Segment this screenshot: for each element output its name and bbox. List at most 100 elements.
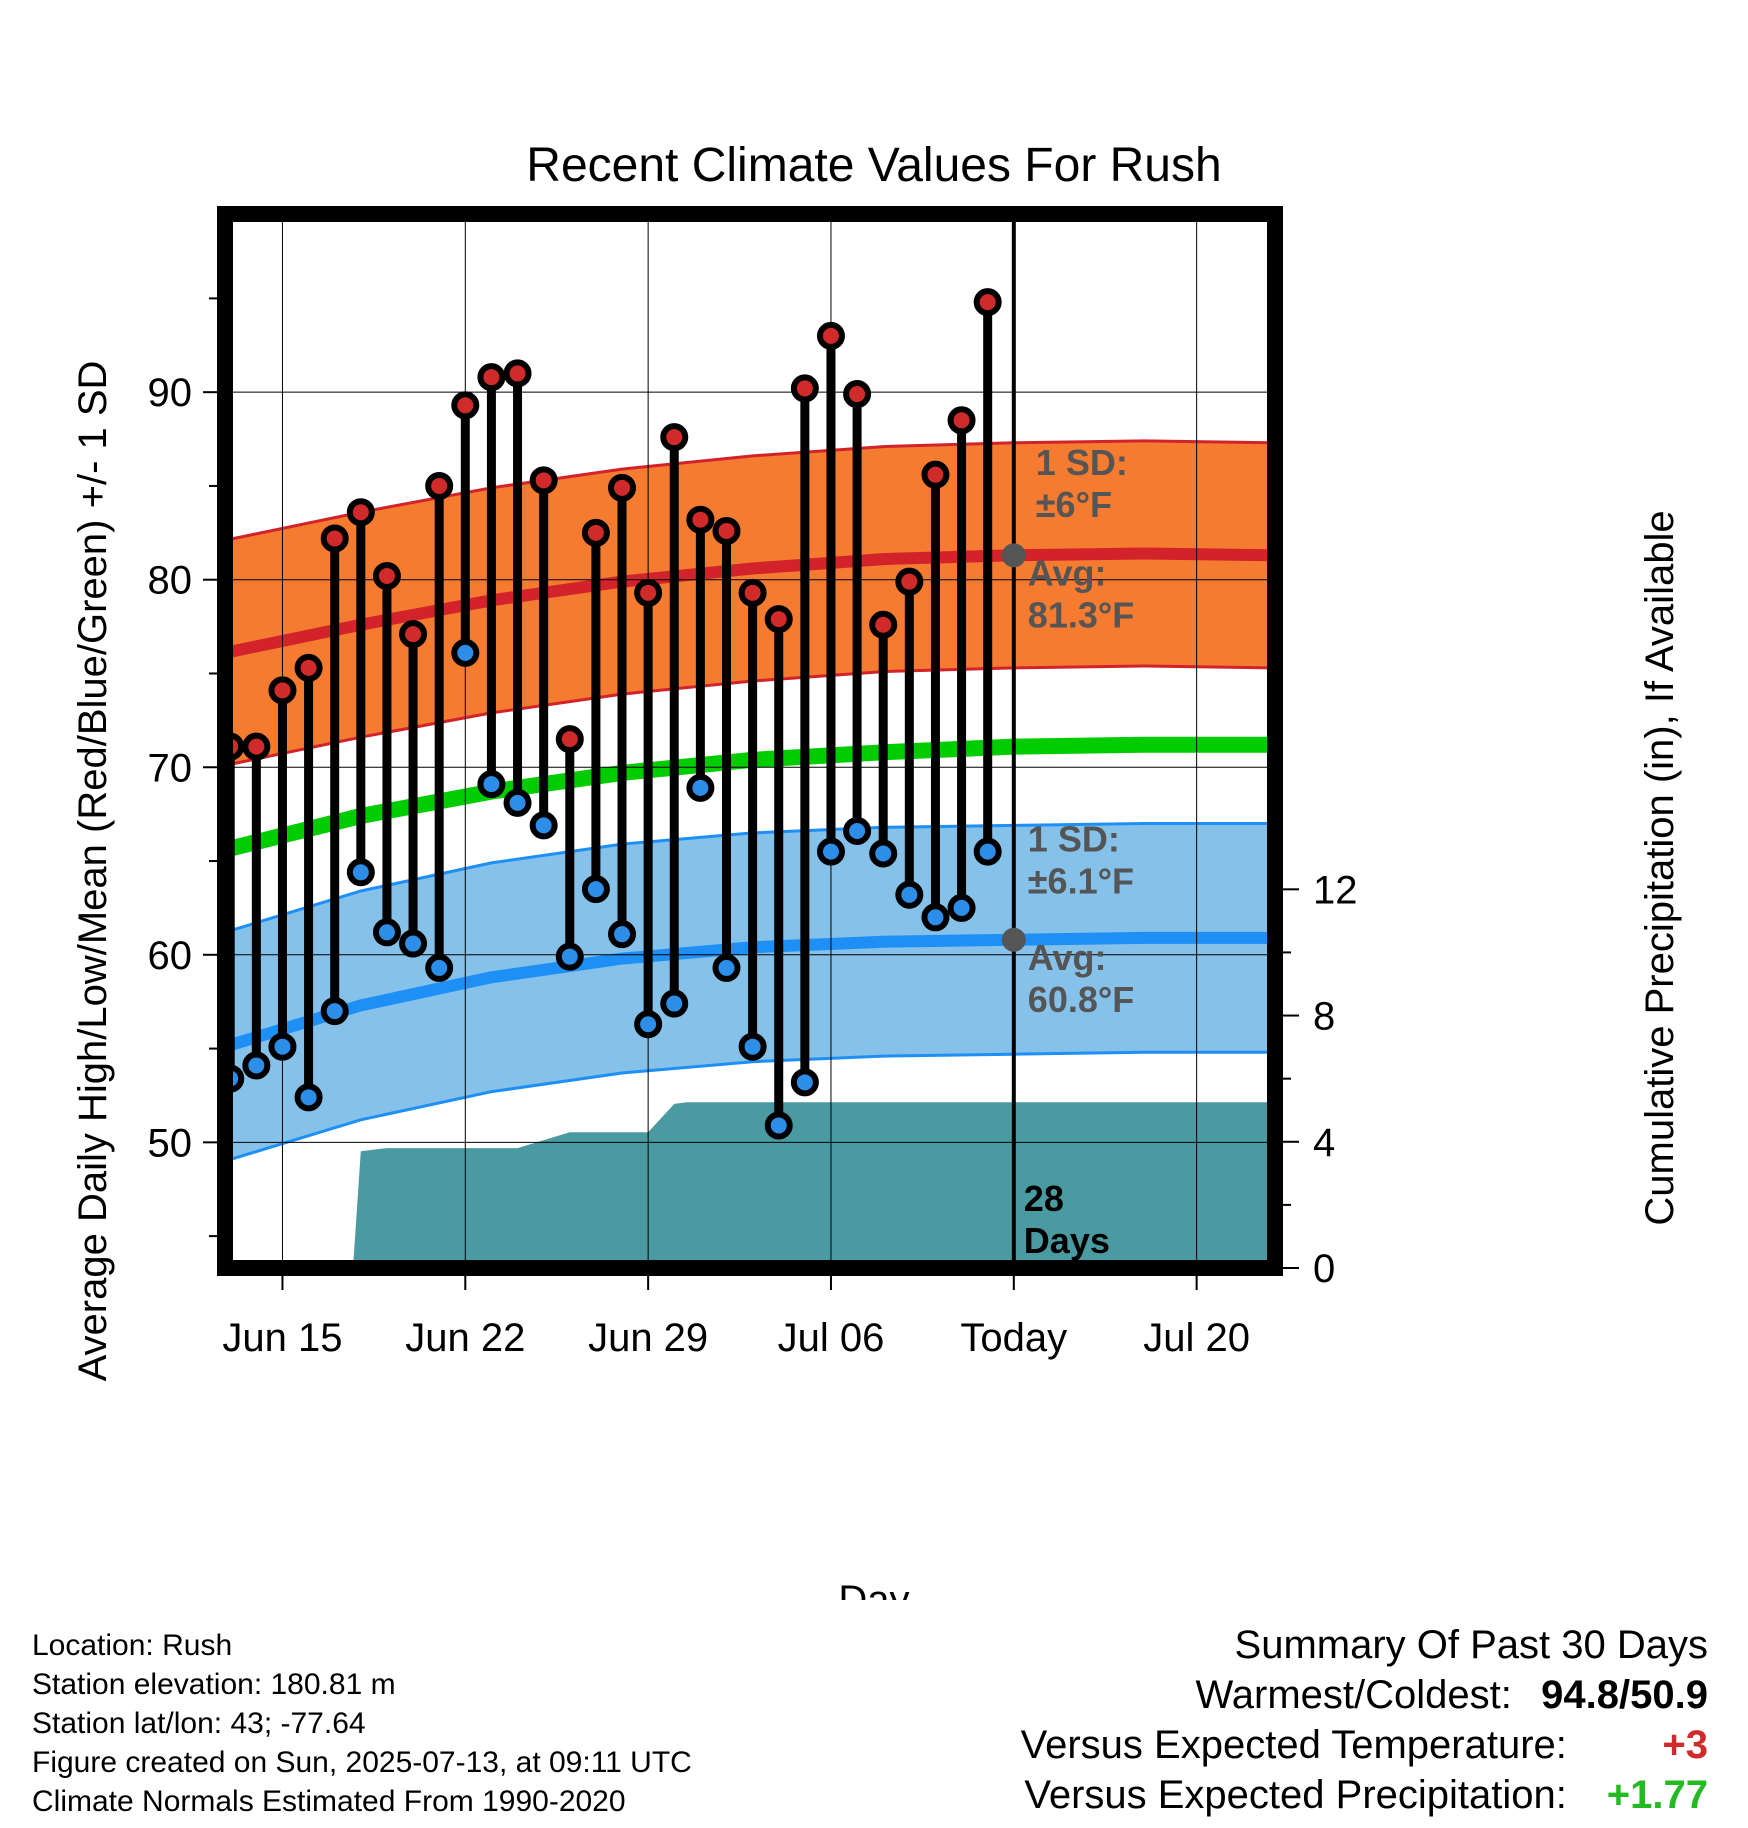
daily-low-point bbox=[346, 858, 375, 887]
daily-low-point bbox=[451, 638, 480, 667]
precip-value: +1.77 bbox=[1606, 1773, 1708, 1817]
y-tick-label-right: 12 bbox=[1313, 868, 1358, 912]
x-tick-label: Jun 22 bbox=[405, 1316, 525, 1360]
daily-high-point bbox=[947, 406, 976, 435]
daily-low-point bbox=[895, 880, 924, 909]
summary-panel: Summary Of Past 30 Days Warmest/Coldest:… bbox=[1021, 1620, 1708, 1820]
daily-high-point bbox=[425, 471, 454, 500]
y-tick-label-right: 0 bbox=[1313, 1247, 1335, 1291]
x-tick-label: Jul 20 bbox=[1143, 1316, 1250, 1360]
precip-label: Versus Expected Precipitation: bbox=[1024, 1773, 1567, 1817]
daily-high-point bbox=[895, 567, 924, 596]
location-text: Location: Rush bbox=[32, 1629, 233, 1662]
high-sd-annotation-line: ±6°F bbox=[1036, 484, 1112, 525]
daily-low-point bbox=[869, 839, 898, 868]
high-band-upper-edge bbox=[225, 439, 1275, 542]
daily-low-point bbox=[660, 989, 689, 1018]
low-avg-annotation: Avg: 60.8°F bbox=[1028, 937, 1134, 1020]
warmest-label: Warmest/Coldest: bbox=[1195, 1673, 1512, 1717]
daily-low-point bbox=[712, 953, 741, 982]
daily-low-point bbox=[242, 1051, 271, 1080]
high-avg-annotation-line: Avg: bbox=[1028, 552, 1107, 593]
daily-high-point bbox=[581, 518, 610, 547]
x-axis-label: Day bbox=[838, 1578, 909, 1600]
daily-low-point bbox=[634, 1010, 663, 1039]
x-tick-label: Today bbox=[960, 1316, 1067, 1360]
summary-warmest-row: Warmest/Coldest: 94.8/50.9 bbox=[1021, 1670, 1709, 1720]
daily-high-point bbox=[294, 653, 323, 682]
daily-low-point bbox=[764, 1111, 793, 1140]
temp-label: Versus Expected Temperature: bbox=[1020, 1723, 1567, 1767]
low-avg-annotation-line: Avg: bbox=[1028, 937, 1107, 978]
daily-low-point bbox=[477, 770, 506, 799]
daily-high-point bbox=[921, 460, 950, 489]
high-avg-annotation-line: 81.3°F bbox=[1028, 594, 1134, 635]
daily-high-point bbox=[790, 374, 819, 403]
daily-high-point bbox=[764, 605, 793, 634]
daily-high-point bbox=[242, 732, 271, 761]
summary-title: Summary Of Past 30 Days bbox=[1234, 1623, 1708, 1667]
y-tick-label-left: 90 bbox=[148, 371, 193, 415]
daily-high-point bbox=[346, 498, 375, 527]
today-days-label-line: Days bbox=[1024, 1220, 1110, 1261]
plot-frame bbox=[217, 206, 1283, 1276]
summary-precip-row: Versus Expected Precipitation: +1.77 bbox=[1021, 1770, 1708, 1820]
daily-low-point bbox=[843, 817, 872, 846]
daily-low-point bbox=[320, 997, 349, 1026]
climate-chart: Recent Climate Values For Rush 1 SD: ±6°F… bbox=[71, 139, 1682, 1600]
daily-high-point bbox=[477, 363, 506, 392]
warmest-value: 94.8/50.9 bbox=[1541, 1673, 1708, 1717]
today-days-label: 28 Days bbox=[1024, 1178, 1110, 1261]
daily-high-point bbox=[816, 321, 845, 350]
daily-low-point bbox=[294, 1083, 323, 1112]
daily-high-point bbox=[660, 423, 689, 452]
today-avg-high-marker bbox=[1001, 543, 1026, 568]
temp-value: +3 bbox=[1662, 1723, 1708, 1767]
created-text: Figure created on Sun, 2025-07-13, at 09… bbox=[32, 1746, 692, 1779]
daily-low-point bbox=[790, 1068, 819, 1097]
summary-temp-row: Versus Expected Temperature: +3 bbox=[1021, 1720, 1708, 1770]
daily-high-point bbox=[712, 516, 741, 545]
high-avg-annotation: Avg: 81.3°F bbox=[1028, 552, 1134, 635]
daily-high-point bbox=[268, 676, 297, 705]
latlon-text: Station lat/lon: 43; -77.64 bbox=[32, 1707, 366, 1740]
daily-low-point bbox=[399, 929, 428, 958]
y-axis-label-right: Cumulative Precipitation (in), If Availa… bbox=[1638, 510, 1682, 1225]
daily-low-point bbox=[608, 920, 637, 949]
x-tick-label: Jul 06 bbox=[778, 1316, 885, 1360]
low-sd-annotation-line: ±6.1°F bbox=[1028, 860, 1134, 901]
daily-low-point bbox=[529, 811, 558, 840]
today-avg-low-marker bbox=[1001, 927, 1026, 952]
low-sd-annotation: 1 SD: ±6.1°F bbox=[1028, 818, 1134, 901]
daily-high-point bbox=[686, 505, 715, 534]
y-tick-label-left: 50 bbox=[148, 1121, 193, 1165]
daily-high-point bbox=[451, 391, 480, 420]
y-tick-label-left: 70 bbox=[148, 746, 193, 790]
precipitation-area bbox=[225, 1102, 1275, 1268]
daily-high-point bbox=[843, 380, 872, 409]
daily-high-point bbox=[634, 578, 663, 607]
x-tick-label: Jun 15 bbox=[222, 1316, 342, 1360]
daily-high-point bbox=[738, 578, 767, 607]
daily-high-point bbox=[608, 473, 637, 502]
daily-low-point bbox=[738, 1032, 767, 1061]
daily-high-point bbox=[973, 288, 1002, 317]
daily-low-point bbox=[425, 953, 454, 982]
daily-high-point bbox=[399, 620, 428, 649]
y-tick-label-right: 8 bbox=[1313, 995, 1335, 1039]
daily-high-point bbox=[869, 610, 898, 639]
daily-low-point bbox=[947, 893, 976, 922]
avg-high-line bbox=[225, 547, 1275, 659]
daily-low-point bbox=[555, 942, 584, 971]
daily-high-point bbox=[529, 466, 558, 495]
daily-low-point bbox=[921, 903, 950, 932]
y-axis-label-left: Average Daily High/Low/Mean (Red/Blue/Gr… bbox=[71, 361, 115, 1382]
daily-high-point bbox=[320, 524, 349, 553]
normals-text: Climate Normals Estimated From 1990-2020 bbox=[32, 1785, 626, 1818]
y-tick-label-left: 60 bbox=[148, 934, 193, 978]
high-sd-annotation: 1 SD: ±6°F bbox=[1036, 442, 1128, 525]
daily-low-point bbox=[973, 837, 1002, 866]
daily-low-point bbox=[372, 918, 401, 947]
